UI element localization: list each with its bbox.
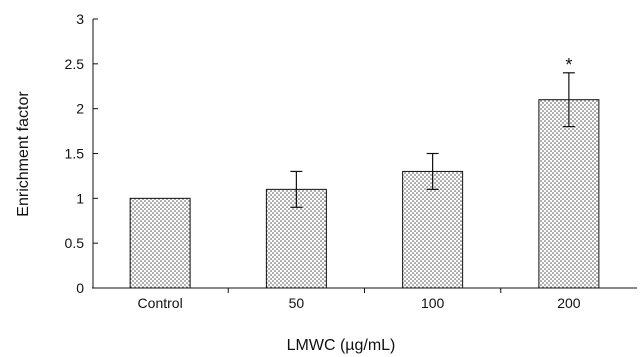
- bar-control: [129, 197, 191, 289]
- x-tick-label: 100: [421, 295, 445, 311]
- bar-100: [402, 170, 464, 289]
- x-tick-label: Control: [138, 295, 183, 311]
- x-tick-label: 50: [289, 295, 305, 311]
- significance-marker: *: [565, 55, 572, 75]
- plot-area: 0 0.5 1 1.5 2 2.5 3 Control 50 100 200 *: [65, 11, 637, 311]
- y-tick-label: 2: [76, 101, 84, 117]
- y-tick-label: 1: [76, 190, 84, 206]
- y-tick-label: 2.5: [65, 56, 85, 72]
- y-tick-label: 0.5: [65, 235, 85, 251]
- y-axis-title: Enrichment factor: [15, 91, 32, 217]
- y-tick-label: 0: [76, 280, 84, 296]
- bar-200: [538, 99, 600, 289]
- x-tick-label: 200: [557, 295, 581, 311]
- x-axis-title: LMWC (µg/mL): [287, 337, 396, 354]
- y-tick-label: 1.5: [65, 146, 85, 162]
- y-tick-label: 3: [76, 11, 84, 27]
